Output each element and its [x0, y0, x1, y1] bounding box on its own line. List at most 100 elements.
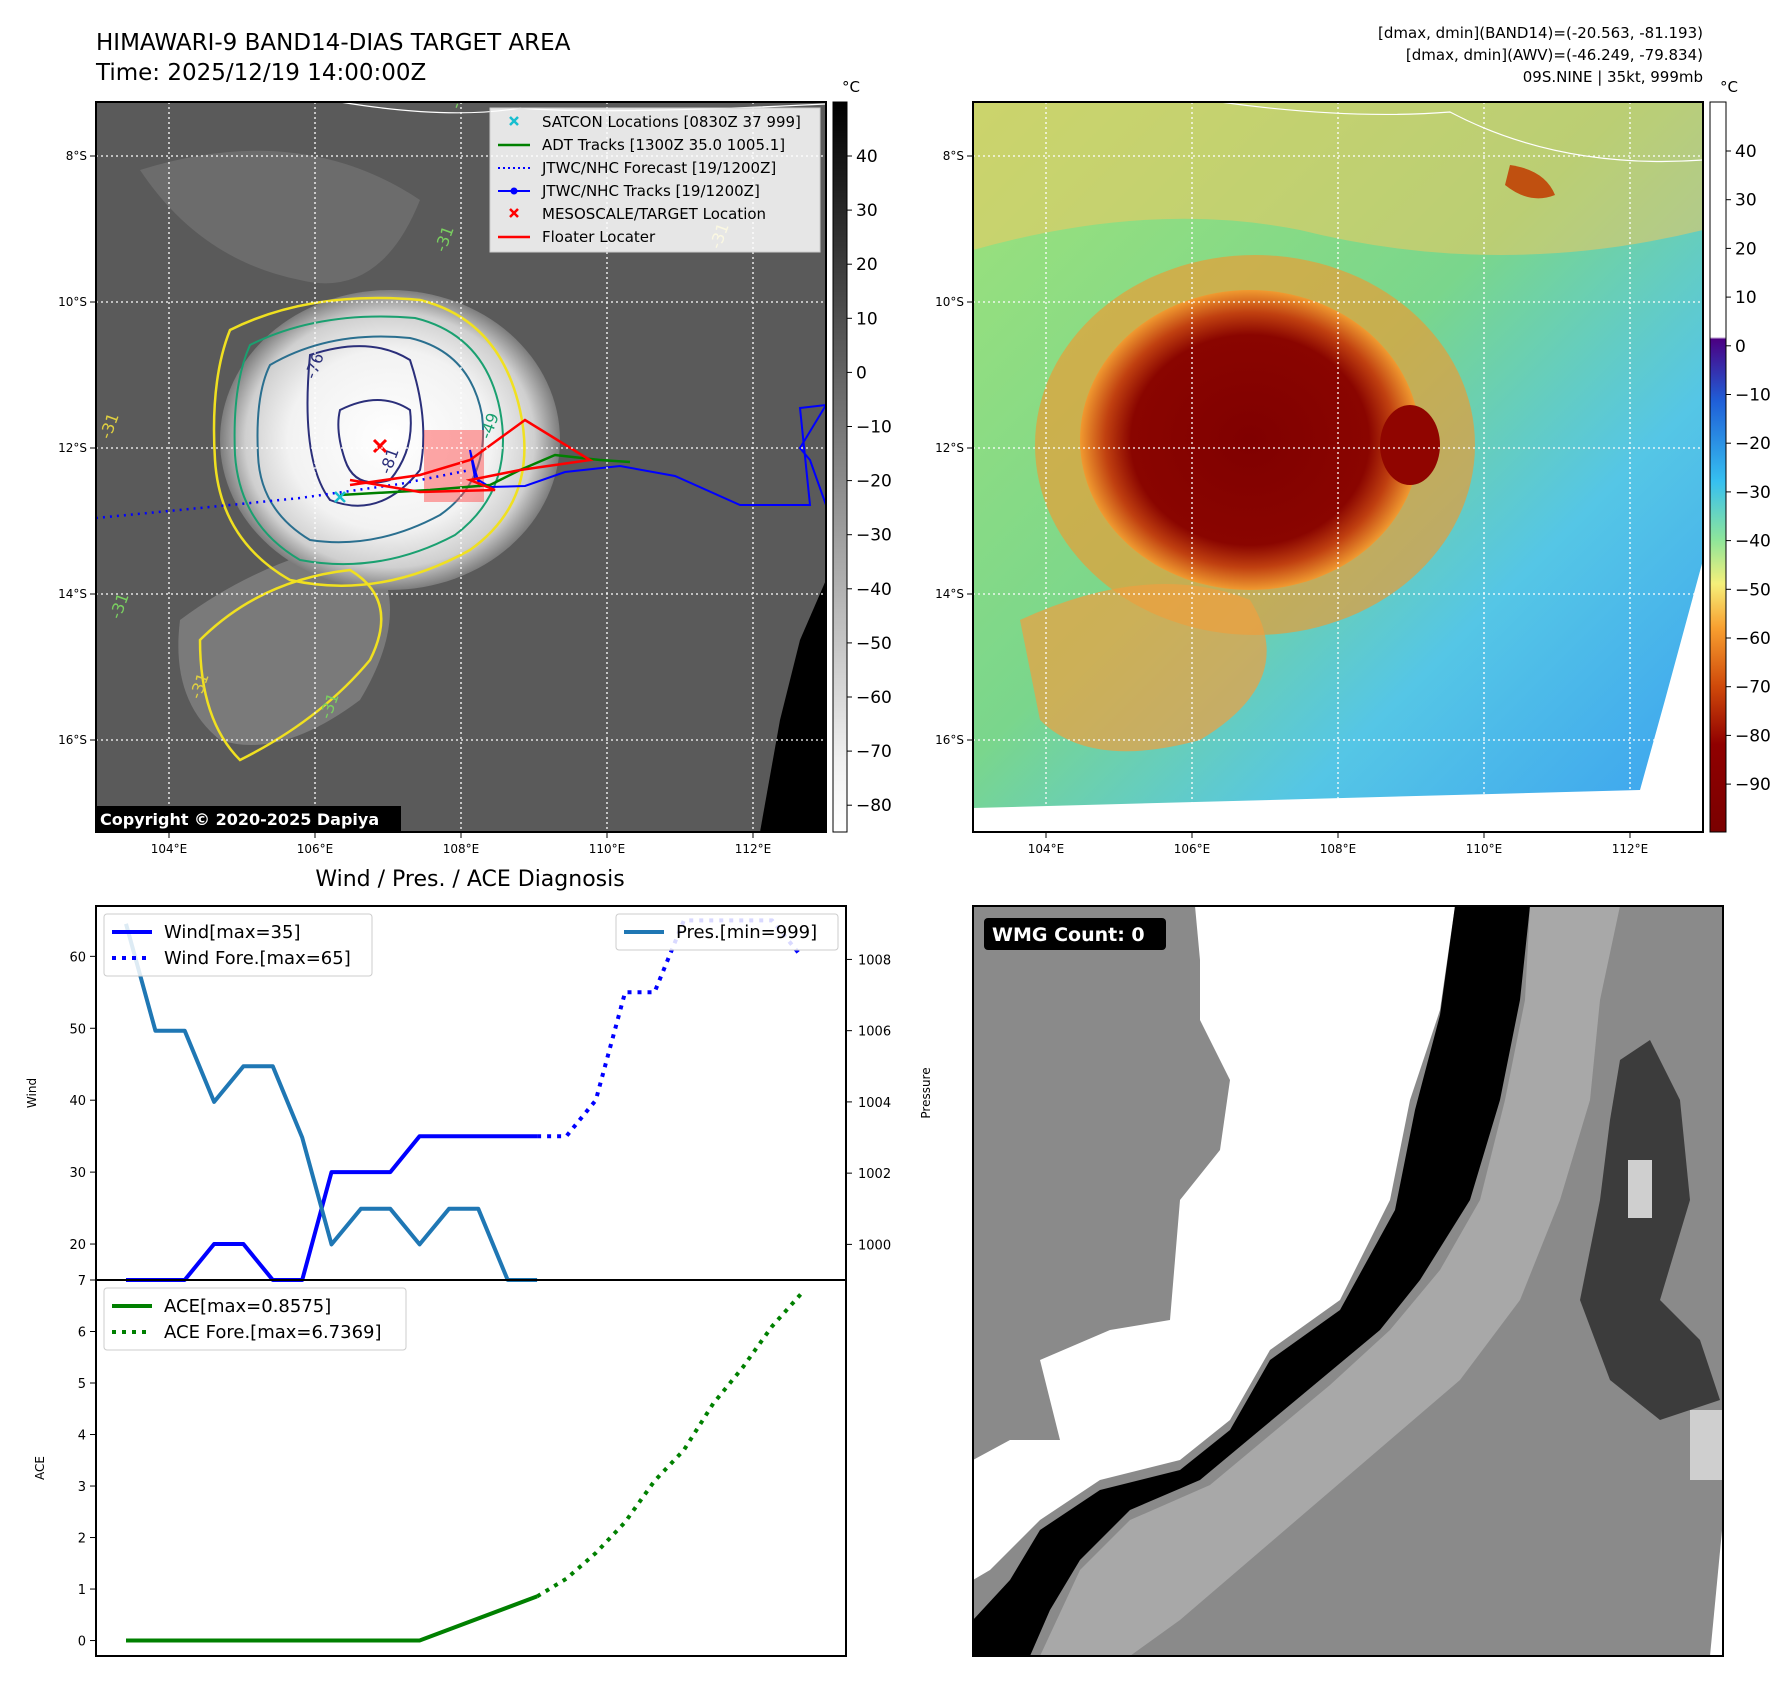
- awv-cbar-tick: 40: [1735, 142, 1757, 162]
- wmg-region-darkgray: [1580, 1040, 1720, 1420]
- ir-contour-green: [233, 315, 504, 566]
- ace-ytick: 1: [78, 1583, 86, 1598]
- legend-label: JTWC/NHC Tracks [19/1200Z]: [541, 182, 760, 200]
- ace-ytick: 4: [78, 1429, 86, 1444]
- awv-cbar-tick: 0: [1735, 337, 1746, 357]
- legend-symbol-x: [509, 116, 519, 126]
- ace-ytick: 3: [78, 1480, 86, 1495]
- ir-cbar-tick: −50: [856, 634, 892, 654]
- wmg-region-white: [973, 906, 1455, 1580]
- ir-panel: -31-31-31-31-31-76-81-49-31-31 SATCON Lo…: [58, 78, 892, 856]
- ace-forecast-line: [536, 1292, 803, 1599]
- ir-cbar-tick: 30: [856, 201, 878, 221]
- copyright-text: Copyright © 2020-2025 Dapiya: [100, 810, 379, 829]
- awv-lon-tick: 108°E: [1320, 842, 1357, 856]
- awv-cbar-tick: −10: [1735, 386, 1771, 406]
- ir-cbar-tick: −80: [856, 796, 892, 816]
- ir-lon-tick: 112°E: [735, 842, 772, 856]
- legend-label: ADT Tracks [1300Z 35.0 1005.1]: [542, 136, 785, 154]
- awv-cbar-tick: 20: [1735, 239, 1757, 259]
- storm-info: 09S.NINE | 35kt, 999mb: [1523, 68, 1703, 86]
- wmg-region-lightgray: [1040, 906, 1620, 1656]
- legend-label: SATCON Locations [0830Z 37 999]: [542, 113, 801, 131]
- wind-ytick: 20: [69, 1238, 86, 1253]
- ir-colorbar-unit: °C: [842, 78, 860, 96]
- diagnosis-title: Wind / Pres. / ACE Diagnosis: [315, 867, 624, 892]
- awv-colorbar: [1709, 101, 1727, 833]
- floater-track-line: [349, 418, 594, 494]
- wmg-space-corner: [1710, 1520, 1723, 1656]
- awv-lon-tick: 112°E: [1612, 842, 1649, 856]
- ir-contour-yellow: [212, 296, 526, 587]
- ir-cbar-tick: 20: [856, 255, 878, 275]
- wind-legend-box: [103, 913, 373, 977]
- awv-cbar-tick: −70: [1735, 678, 1771, 698]
- awv-cbar-tick: 30: [1735, 191, 1757, 211]
- ir-contour-teal: [256, 335, 484, 544]
- wmg-frame: [972, 905, 1724, 1657]
- wind-ylabel: Wind: [25, 1078, 39, 1108]
- satcon-location: [334, 491, 346, 503]
- ir-lat-tick: 16°S: [58, 733, 87, 747]
- ir-cbar-tick: −30: [856, 526, 892, 546]
- legend-label: MESOSCALE/TARGET Location: [542, 205, 766, 223]
- figure-title: HIMAWARI-9 BAND14-DIAS TARGET AREA: [96, 30, 571, 56]
- ir-legend: SATCON Locations [0830Z 37 999] ADT Track…: [489, 107, 821, 253]
- awv-panel: 104°E 106°E 108°E 110°E 112°E 8°S 10°S 12°S 14°S…: [935, 78, 1771, 856]
- wind-series-line: [126, 1134, 538, 1282]
- wind-ytick: 40: [69, 1094, 86, 1109]
- wmg-badge-text: WMG Count: 0: [992, 924, 1145, 946]
- ir-cbar-tick: −20: [856, 472, 892, 492]
- awv-coastline: [1219, 102, 1703, 163]
- pressure-ytick: 1000: [858, 1238, 891, 1253]
- ir-cbar-tick: −70: [856, 742, 892, 762]
- ir-colorbar: [832, 101, 848, 833]
- wind-ytick: 30: [69, 1166, 86, 1181]
- awv-cbar-tick: −90: [1735, 775, 1771, 795]
- awv-cbar-tick: −40: [1735, 532, 1771, 552]
- legend-symbol-line-dot: [498, 187, 530, 195]
- awv-spot-north: [1505, 165, 1555, 199]
- legend-symbol-x: [509, 208, 519, 218]
- ace-ytick: 5: [78, 1377, 86, 1392]
- ir-lat-tick: 8°S: [66, 149, 87, 163]
- ir-cbar-tick: 40: [856, 147, 878, 167]
- wind-legend-label: Wind[max=35]: [164, 922, 301, 943]
- pressure-legend-label: Pres.[min=999]: [676, 922, 817, 943]
- legend-x-icon: [509, 116, 519, 126]
- ir-colorbar-ticks: 40 30 20 10 0 −10 −20 −30 −40 −50 −60 −70 −80: [847, 147, 892, 816]
- ir-lon-tick: 104°E: [151, 842, 188, 856]
- awv-axis-ticks: 104°E 106°E 108°E 110°E 112°E 8°S 10°S 12°S 14°S…: [935, 149, 1648, 856]
- stats-awv: [dmax, dmin](AWV)=(-46.249, -79.834): [1406, 46, 1703, 64]
- wmg-panel: WMG Count: 0: [972, 905, 1724, 1657]
- awv-lon-tick: 104°E: [1028, 842, 1065, 856]
- awv-lat-tick: 10°S: [935, 295, 964, 309]
- pressure-legend-box: [615, 913, 839, 951]
- awv-cbar-tick: −20: [1735, 434, 1771, 454]
- pressure-ytick: 1004: [858, 1096, 891, 1111]
- pressure-ytick: 1008: [858, 953, 891, 968]
- awv-lat-tick: 8°S: [943, 149, 964, 163]
- ir-cbar-tick: 0: [856, 363, 867, 383]
- ace-legend-label: ACE Fore.[max=6.7369]: [164, 1322, 382, 1343]
- ir-lat-tick: 12°S: [58, 441, 87, 455]
- stats-band14: [dmax, dmin](BAND14)=(-20.563, -81.193): [1378, 24, 1703, 42]
- ir-storm-cloud: [220, 290, 560, 590]
- ace-chart-frame: [95, 1279, 847, 1657]
- ace-series-line: [126, 1594, 538, 1643]
- ir-lon-tick: 110°E: [589, 842, 626, 856]
- ir-contour-outer-band: [198, 568, 383, 762]
- figure-time: Time: 2025/12/19 14:00:00Z: [95, 60, 426, 86]
- awv-convective-bulge: [1380, 405, 1440, 485]
- wind-forecast-line: [537, 918, 803, 1139]
- ace-chart: 0 1 2 3 4 5 6 7 ACE ACE[max=0.8575] ACE Fore.[max=…: [33, 1274, 847, 1657]
- jtwc-forecast-line: [96, 468, 471, 520]
- ace-ytick: 7: [78, 1274, 86, 1289]
- wind-ytick: 60: [69, 950, 86, 965]
- wmg-region-lightpatch: [1628, 1160, 1652, 1218]
- ace-ytick: 2: [78, 1532, 86, 1547]
- awv-space-region: [973, 560, 1703, 832]
- ir-contour-navy: [306, 345, 425, 507]
